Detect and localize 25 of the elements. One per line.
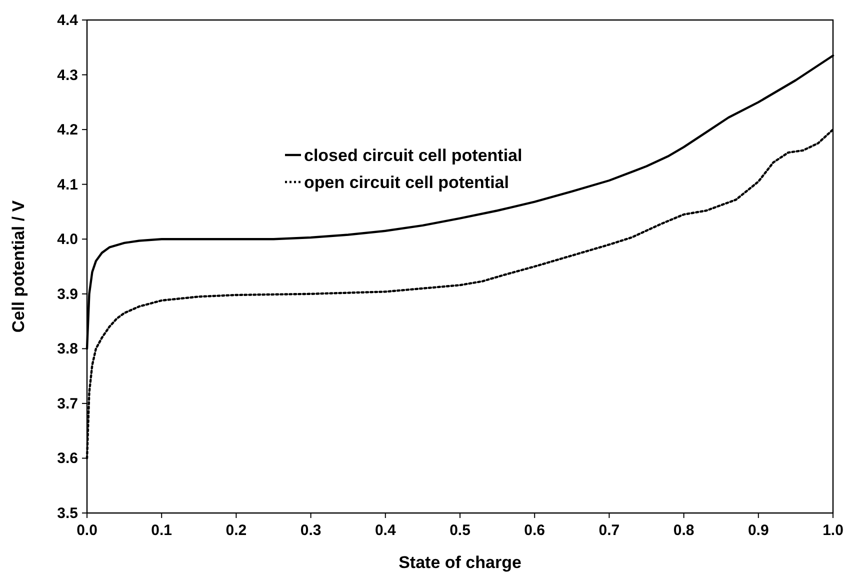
x-tick-label: 0.9 xyxy=(748,522,769,539)
y-tick-label: 4.0 xyxy=(57,231,78,248)
y-axis-title: Cell potential / V xyxy=(9,200,28,333)
x-tick-label: 0.2 xyxy=(226,522,247,539)
legend-label: open circuit cell potential xyxy=(304,173,509,192)
y-tick-label: 4.4 xyxy=(57,12,79,29)
y-tick-label: 4.2 xyxy=(57,122,78,139)
x-tick-label: 1.0 xyxy=(822,522,844,539)
legend-label: closed circuit cell potential xyxy=(304,146,522,165)
x-axis-title: State of charge xyxy=(398,553,522,572)
x-tick-label: 0.3 xyxy=(300,522,322,539)
x-tick-label: 0.6 xyxy=(524,522,546,539)
x-tick-label: 0.7 xyxy=(598,522,620,539)
x-tick-label: 0.5 xyxy=(450,522,470,539)
x-tick-label: 0.4 xyxy=(374,522,396,539)
y-tick-label: 3.8 xyxy=(57,340,78,358)
x-tick-label: 0.0 xyxy=(76,522,98,539)
y-tick-label: 3.7 xyxy=(57,395,78,412)
y-tick-label: 4.1 xyxy=(57,176,78,194)
y-tick-label: 4.3 xyxy=(57,66,78,84)
y-tick-label: 3.5 xyxy=(57,505,78,522)
y-tick-label: 3.6 xyxy=(57,450,78,468)
y-tick-label: 3.9 xyxy=(57,286,78,303)
x-tick-label: 0.8 xyxy=(673,522,694,539)
x-tick-label: 0.1 xyxy=(151,522,172,539)
